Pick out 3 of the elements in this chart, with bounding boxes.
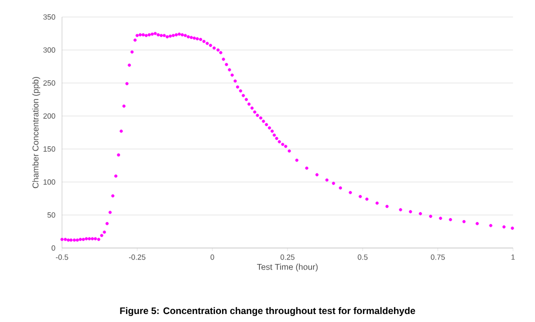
x-axis-title: Test Time (hour) [257, 264, 318, 272]
y-axis-title: Chamber Concentration (ppb) [32, 77, 40, 188]
text: Figure 5: Concentration change throughout test for formaldehyde [120, 307, 416, 316]
